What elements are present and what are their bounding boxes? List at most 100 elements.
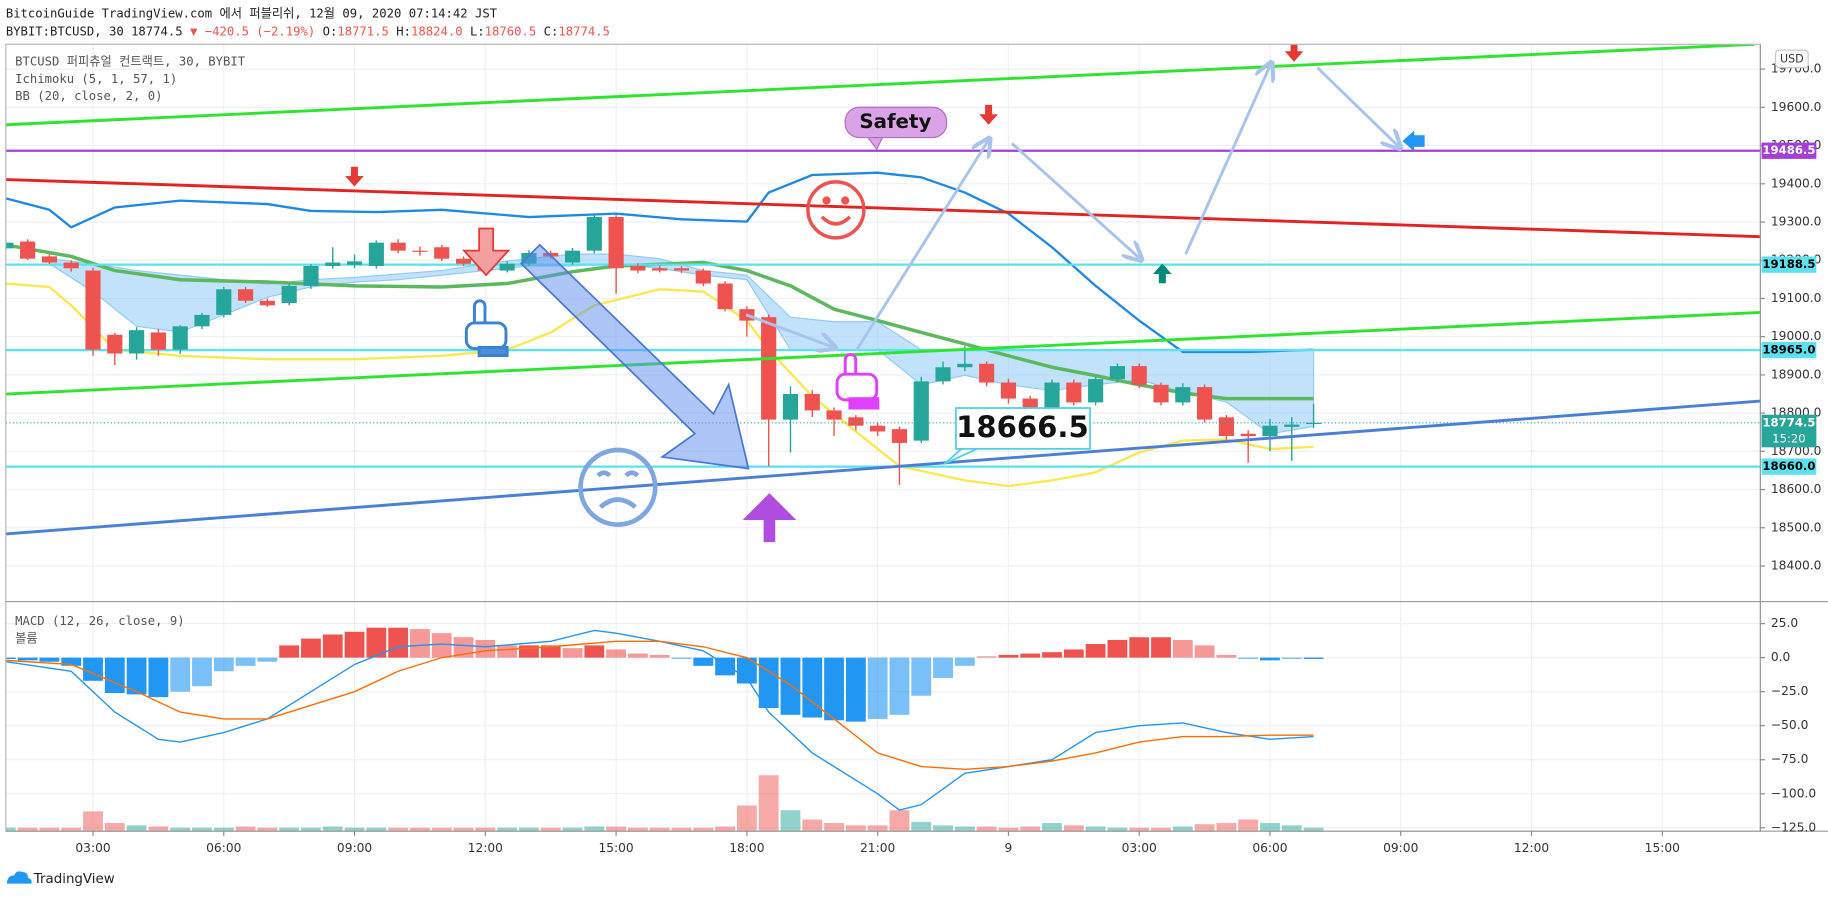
- path-arrow: [745, 313, 833, 348]
- symbol: BYBIT:BTCUSD, 30: [6, 24, 124, 38]
- candle-body: [172, 326, 188, 350]
- cuff: [848, 397, 880, 410]
- macd-histogram-bar: [235, 657, 256, 666]
- x-tick-label: 15:00: [598, 841, 633, 855]
- candle-body: [695, 270, 711, 284]
- macd-histogram-bar: [322, 634, 343, 658]
- volume-bar: [584, 826, 605, 832]
- volume-bar: [475, 827, 496, 832]
- candle-body: [717, 283, 733, 310]
- y-tick-label: 18500.0: [1771, 520, 1822, 534]
- candle-body: [891, 429, 908, 443]
- candle-body: [1066, 382, 1082, 403]
- candle-body: [1175, 387, 1191, 403]
- macd-histogram-bar: [889, 657, 910, 715]
- price-badge: [1761, 458, 1817, 475]
- macd-histogram-bar: [802, 657, 823, 718]
- candle-body: [63, 262, 79, 269]
- brand: TradingView: [6, 871, 115, 887]
- macd-histogram-bar: [562, 648, 583, 658]
- macd-histogram-bar: [584, 645, 605, 658]
- volume-bar: [497, 827, 518, 832]
- volume-bar: [126, 825, 147, 832]
- macd-histogram-bar: [1085, 644, 1106, 658]
- buy-arrow: [742, 493, 797, 543]
- ohlc-value: 18760.5: [485, 24, 537, 38]
- volume-bar: [366, 827, 387, 832]
- candle-body: [129, 330, 145, 354]
- candle-body: [761, 317, 777, 420]
- volume-bar: [301, 827, 321, 832]
- candle-body: [1240, 433, 1256, 437]
- volume-bar: [867, 825, 888, 832]
- y-tick-label: 19300.0: [1771, 215, 1822, 229]
- macd-histogram-bar: [17, 657, 38, 661]
- safety-callout: Safety: [844, 106, 948, 151]
- currency-badge: USD: [1774, 49, 1809, 69]
- macd-histogram-bar: [1194, 645, 1215, 658]
- volume-bar: [715, 826, 735, 832]
- down-arrow: [1284, 44, 1304, 62]
- volume-bar: [998, 827, 1019, 832]
- price-badge-label: 18660.0: [1762, 459, 1815, 473]
- volume-bar: [104, 823, 125, 832]
- callout-box: [955, 407, 1091, 450]
- candle-body: [935, 367, 951, 382]
- volume-bar: [758, 775, 779, 832]
- macd-histogram-bar: [61, 657, 82, 666]
- candle-body: [1262, 425, 1278, 437]
- candle-body: [826, 410, 842, 420]
- candle-body: [434, 247, 450, 259]
- candle-body: [368, 242, 384, 266]
- candle-body: [652, 268, 668, 271]
- macd-histogram-bar: [911, 657, 932, 696]
- macd-histogram-bar: [736, 657, 757, 684]
- candle-body: [630, 265, 646, 271]
- macd-histogram-bar: [301, 638, 321, 658]
- macd-histogram-bar: [998, 654, 1019, 658]
- candle-body: [325, 262, 341, 266]
- candle-body: [20, 241, 36, 259]
- macd-histogram-bar: [758, 657, 779, 709]
- macd-histogram-bar: [431, 633, 452, 658]
- last: 18774.5: [131, 24, 183, 38]
- macd-histogram-bar: [780, 657, 801, 715]
- price-badge: [1761, 256, 1817, 273]
- legend-macd: MACD (12, 26, close, 9): [15, 614, 184, 628]
- x-tick-label: 06:00: [1252, 841, 1287, 855]
- last-price-badge: [1761, 414, 1817, 432]
- countdown-label: 15:20: [1772, 432, 1806, 446]
- macd-histogram-bar: [627, 653, 648, 658]
- candle-body: [804, 393, 820, 411]
- price-badge-label: 18965.0: [1762, 343, 1815, 357]
- candle-body: [499, 263, 515, 271]
- volume-bar: [1151, 827, 1171, 832]
- candle-body: [259, 300, 275, 306]
- happy-face: [806, 180, 866, 240]
- x-tick-label: 12:00: [1514, 841, 1549, 855]
- candle-body: [913, 381, 929, 441]
- y-tick-label: −100.0: [1771, 786, 1816, 800]
- eye: [822, 196, 831, 205]
- y-tick-label: 19600.0: [1771, 100, 1822, 114]
- candle-body: [848, 417, 864, 426]
- published-line: BitcoinGuide TradingView.com 에서 퍼블리쉬, 12…: [6, 6, 498, 20]
- volume-bar: [736, 805, 757, 832]
- volume-bar: [802, 819, 823, 832]
- candle-body: [238, 289, 254, 301]
- brand-logo: [6, 871, 32, 884]
- palm: [464, 321, 508, 351]
- macd-histogram-bar: [104, 657, 125, 694]
- candle-body: [41, 256, 57, 263]
- candle-body: [979, 363, 995, 383]
- legend-ichimoku: Ichimoku (5, 1, 57, 1): [15, 72, 177, 86]
- volume-bar: [1107, 827, 1128, 832]
- macd-histogram-bar: [279, 645, 300, 658]
- candle-body: [673, 268, 690, 271]
- currency: USD: [1780, 52, 1804, 65]
- price-badge-label: 19188.5: [1762, 257, 1815, 271]
- axes: 03:00 06:00 09:00 12:00 15:00 18:00 21:00 9 03:0…: [75, 62, 1821, 856]
- volume-bar: [192, 827, 212, 832]
